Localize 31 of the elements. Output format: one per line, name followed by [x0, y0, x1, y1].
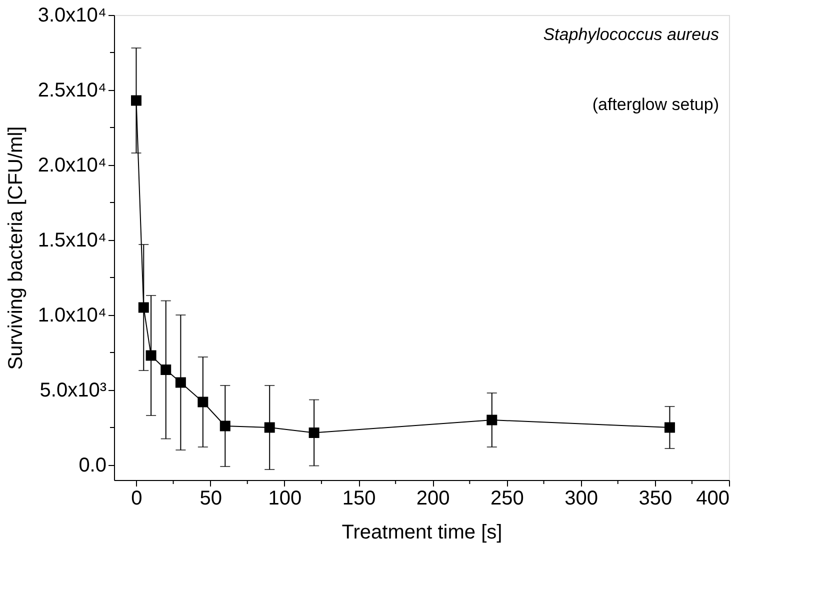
- point: [264, 422, 275, 433]
- point: [220, 420, 230, 432]
- y-tick-label: 3.0x10⁴: [38, 4, 106, 26]
- y-tick-label: 5.0x10³: [40, 380, 107, 402]
- x-tick-label: 350: [638, 488, 672, 510]
- x-tick-label: 400: [696, 488, 730, 510]
- point: [130, 95, 142, 106]
- point: [308, 428, 320, 438]
- annotation: Staphylococcus aureus: [543, 25, 720, 44]
- x-tick-label: 100: [268, 488, 302, 510]
- x-tick-label: 0: [131, 488, 142, 510]
- point: [138, 302, 149, 313]
- annotation: (afterglow setup): [592, 95, 719, 114]
- y-tick-label: 1.5x10⁴: [38, 230, 106, 252]
- y-tick-label: 2.0x10⁴: [38, 154, 106, 176]
- point: [175, 377, 186, 388]
- point: [146, 350, 156, 361]
- y-axis-title: Surviving bacteria [CFU/ml]: [4, 126, 27, 370]
- y-tick-label: 0.0: [78, 454, 106, 476]
- y-tick-label: 2.5x10⁴: [38, 80, 106, 102]
- x-axis-title: Treatment time [s]: [342, 522, 502, 544]
- y-tick-label: 1.0x10⁴: [38, 304, 106, 326]
- x-tick-label: 50: [200, 488, 222, 510]
- point: [486, 414, 498, 426]
- point: [664, 422, 675, 433]
- point: [160, 364, 172, 375]
- x-tick-label: 300: [564, 488, 598, 510]
- x-tick-label: 250: [490, 488, 524, 510]
- point: [198, 396, 208, 408]
- x-tick-label: 200: [416, 488, 450, 510]
- x-tick-label: 150: [342, 488, 376, 510]
